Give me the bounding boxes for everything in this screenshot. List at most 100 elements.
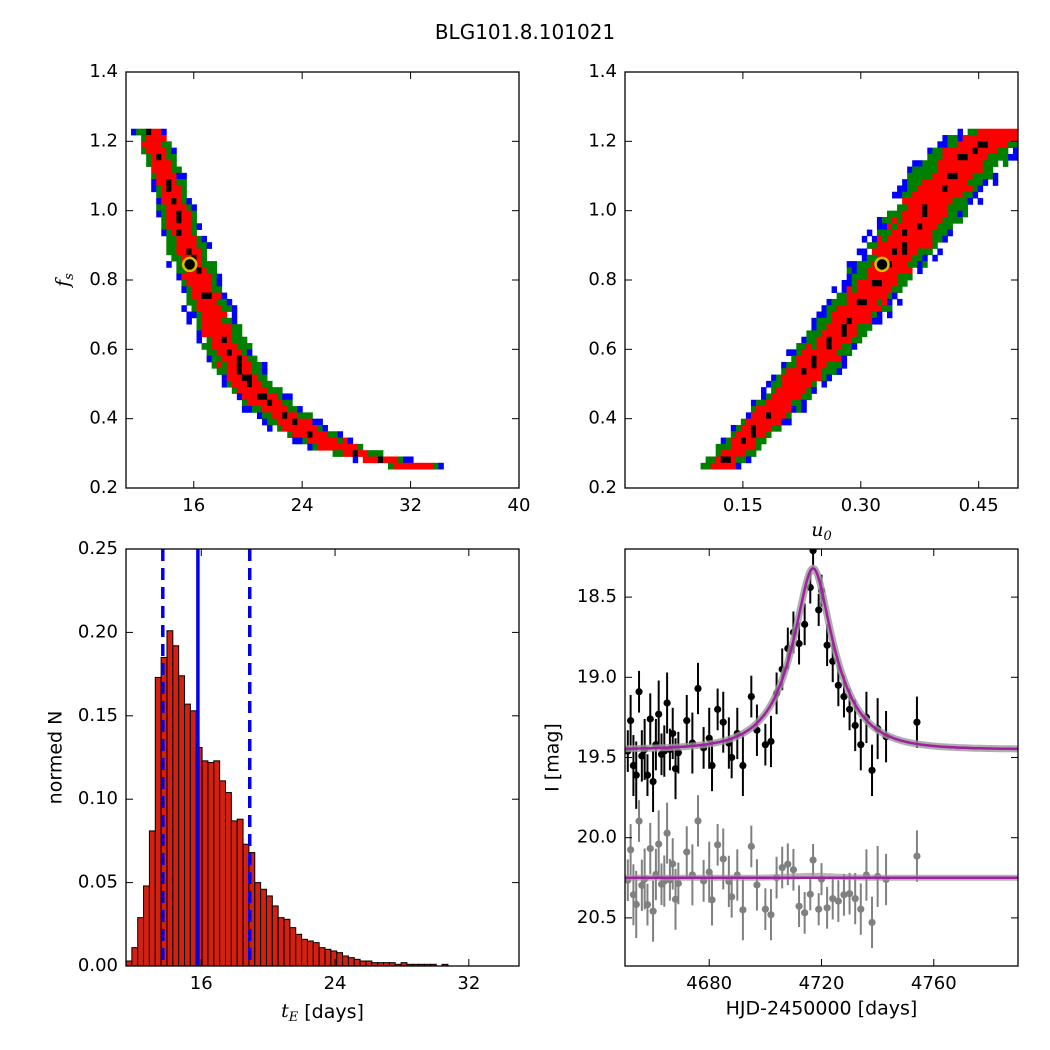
u0-fs-cell (937, 248, 943, 256)
tE-fs-cell (211, 267, 218, 275)
u0-fs-ytick-label: 0.4 (588, 408, 617, 429)
tE-fs-cell (171, 254, 177, 262)
tE-fs-cell (151, 179, 157, 186)
u0-fs-cell (861, 286, 868, 293)
tE-fs-cell (166, 185, 172, 193)
u0-fs-cell (937, 166, 943, 174)
u0-fs-cell (967, 198, 974, 205)
tE-fs-cell (251, 368, 258, 375)
tE-fs-cell (166, 160, 172, 167)
tE-fs-cell (337, 443, 344, 451)
tE-hist-ytick-label: 0.20 (78, 621, 118, 642)
u0-fs-cell (750, 443, 757, 451)
tE-fs-cell (166, 179, 172, 186)
tE-fs-cell (267, 380, 273, 388)
u0-fs-cell (887, 286, 893, 293)
tE-hist-bar (365, 960, 373, 967)
tE-fs-cell (241, 361, 248, 369)
tE-hist-bar (131, 947, 139, 967)
u0-fs-cell (826, 349, 832, 357)
u0-fs-cell (937, 191, 943, 199)
u0-fs-cell (907, 204, 913, 212)
u0-fs-cell (932, 235, 938, 243)
tE-hist-bar (271, 905, 279, 967)
tE-fs-cell (393, 462, 399, 470)
tE-fs-cell (272, 387, 278, 394)
u0-fs-cell (972, 191, 979, 199)
u0-fs-cell (836, 349, 843, 357)
tE-fs-cell (262, 418, 268, 426)
figure-title: BLG101.8.101021 (434, 20, 616, 44)
u0-fs-cell (937, 147, 943, 155)
u0-fs-cell (881, 286, 888, 293)
tE-fs-cell (186, 248, 192, 256)
u0-fs-cell (967, 179, 974, 186)
u0-fs-cell (902, 198, 908, 205)
tE-fs-cell (166, 229, 172, 237)
u0-fs-cell (927, 248, 933, 256)
u0-fs-cell (826, 311, 832, 319)
lc-observed-point (674, 749, 682, 757)
u0-fs-cell (851, 298, 858, 306)
tE-fs-cell (312, 431, 318, 438)
tE-fs-cell (277, 412, 283, 420)
tE-fs-cell (236, 343, 243, 350)
tE-fs-cell (206, 349, 213, 357)
lc-observed-point (845, 705, 854, 713)
u0-fs-cell (791, 349, 797, 357)
u0-fs-cell (982, 153, 989, 161)
u0-fs-cell (766, 393, 772, 401)
u0-fs-cell (887, 229, 893, 237)
tE-fs-cell (257, 387, 263, 394)
u0-fs-cell (881, 248, 888, 256)
tE-fs-cell (216, 286, 223, 293)
u0-fs-cell (720, 462, 727, 470)
u0-fs-cell (761, 412, 767, 420)
tE-fs-cell (166, 147, 172, 155)
u0-fs-cell (947, 172, 953, 180)
tE-fs-cell (327, 437, 333, 445)
tE-fs-cell (146, 153, 152, 161)
u0-fs-cell (786, 399, 792, 407)
u0-fs-cell (720, 450, 727, 457)
tE-fs-cell (196, 298, 202, 306)
tE-hist-xlabel-rest: [days] (298, 1001, 364, 1023)
u0-fs-cell (952, 166, 958, 174)
tE-fs-cell (231, 361, 238, 369)
lc-observed-point (646, 715, 654, 723)
lc-xlabel: HJD-2450000 [days] (726, 998, 918, 1020)
tE-fs-cell (171, 223, 177, 230)
tE-fs-cell (277, 387, 283, 394)
u0-fs-cell (745, 424, 752, 432)
u0-fs-cell (942, 216, 948, 224)
tE-fs-cell (251, 399, 258, 407)
u0-fs-cell (786, 393, 792, 401)
u0-fs-cell (766, 412, 772, 420)
tE-fs-cell (322, 424, 328, 432)
u0-fs-cell (861, 330, 868, 338)
u0-fs-cell (987, 160, 994, 167)
tE-fs-cell (246, 387, 253, 394)
tE-fs-cell (352, 443, 359, 451)
u0-fs-cell (937, 210, 943, 218)
tE-fs-cell (287, 399, 293, 407)
tE-fs-cell (428, 462, 434, 470)
u0-fs-cell (771, 399, 777, 407)
u0-fs-cell (740, 424, 747, 432)
tE-fs-cell (201, 273, 208, 281)
u0-fs-cell (846, 324, 853, 331)
u0-fs-cell (967, 128, 974, 136)
tE-fs-cell (176, 191, 182, 199)
tE-fs-cell (176, 223, 182, 230)
u0-fs-cell (876, 229, 883, 237)
tE-fs-cell (287, 406, 293, 413)
tE-fs-cell (146, 135, 152, 142)
u0-fs-cell (982, 172, 989, 180)
u0-fs-cell (932, 254, 938, 262)
tE-fs-cell (347, 450, 354, 457)
lc-observed-point (655, 710, 663, 718)
tE-fs-cell (201, 267, 208, 275)
tE-fs-cell (156, 185, 162, 193)
u0-fs-cell (967, 147, 974, 155)
u0-fs-cell (982, 160, 989, 167)
